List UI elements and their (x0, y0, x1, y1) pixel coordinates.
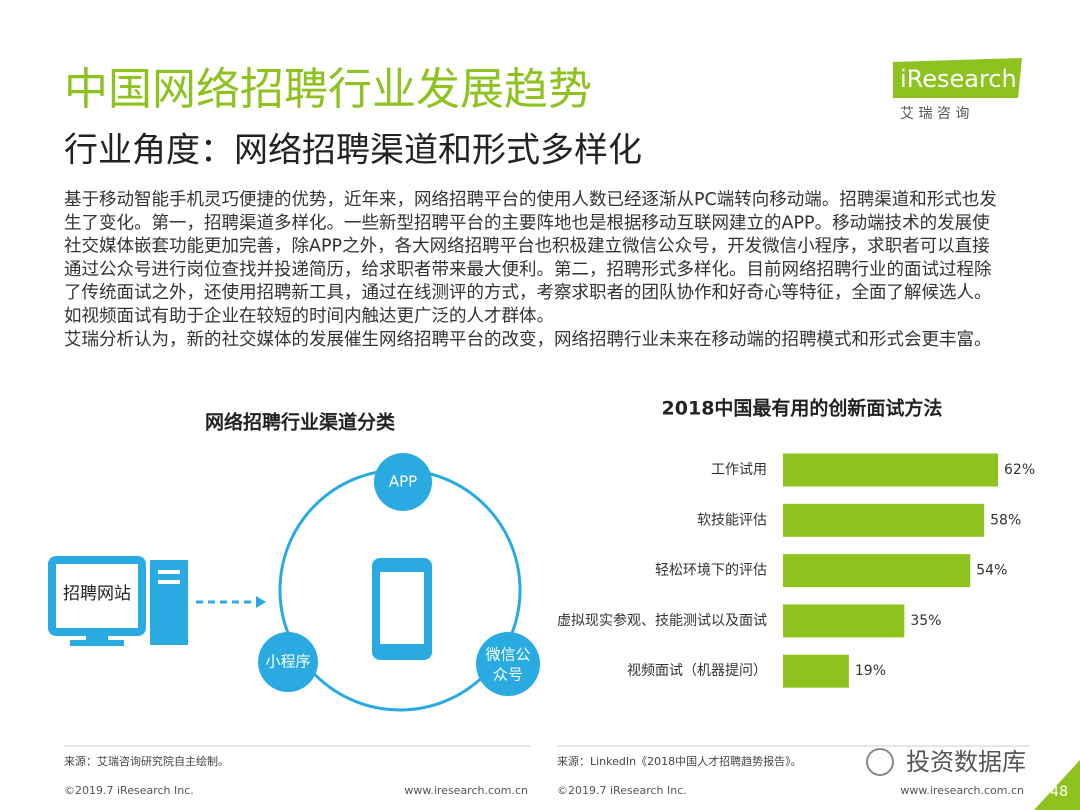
bar (783, 503, 985, 537)
source: 来源：LinkedIn《2018中国人才招聘趋势报告》。 (557, 754, 802, 768)
arrow-head (256, 596, 266, 608)
category-label: 虚拟现实参观、技能测试以及面试 (557, 612, 767, 629)
source: 来源：艾瑞咨询研究院自主绘制。 (64, 754, 229, 768)
diagram-title: 网络招聘行业渠道分类 (205, 411, 395, 434)
copyright: ©2019.7 iResearch Inc. (557, 784, 687, 797)
value-label: 62% (1004, 462, 1035, 478)
title: 中国网络招聘行业发展趋势 (64, 64, 592, 115)
node-label: 众号 (493, 666, 523, 684)
value-label: 54% (976, 563, 1007, 579)
node-label: 微信公 (485, 646, 530, 664)
tower-slot (158, 580, 180, 584)
phone-screen (380, 572, 424, 644)
logo-name: 艾 瑞 咨 询 (900, 106, 969, 122)
node (258, 632, 318, 692)
watermark: 投资数据库 (906, 748, 1026, 776)
chart-title: 2018中国最有用的创新面试方法 (662, 397, 943, 420)
tower-slot (158, 570, 180, 574)
category-label: 软技能评估 (697, 512, 767, 528)
url: www.iresearch.com.cn (404, 784, 528, 797)
node (476, 632, 540, 696)
body-line: 社交媒体嵌套功能更加完善，除APP之外，各大网络招聘平台也积极建立微信公众号，开… (64, 237, 990, 257)
page-corner (1034, 760, 1080, 810)
monitor-neck (86, 634, 108, 642)
bar-chart: 工作试用 62% 软技能评估 58% 轻松环境下的评估 54% 虚拟现实参观、技能测试以及面… (557, 453, 1035, 688)
bar (783, 453, 998, 487)
body-line: 通过公众号进行岗位查找并投递简历，给求职者带来最大便利。第二，招聘形式多样化。目… (64, 260, 992, 280)
tower (150, 560, 188, 645)
wechat-icon (866, 748, 894, 776)
node-label: APP (389, 473, 417, 491)
node (374, 453, 432, 511)
value-label: 19% (855, 663, 886, 679)
url: www.iresearch.com.cn (900, 784, 1024, 797)
body-line: 生了变化。第一，招聘渠道多样化。一些新型招聘平台的主要阵地也是根据移动互联网建立… (64, 212, 990, 233)
node-label: 小程序 (265, 653, 310, 671)
monitor-base (70, 640, 124, 646)
category-label: 轻松环境下的评估 (655, 563, 767, 579)
logo-brand: iResearch (900, 65, 1017, 93)
body-text: 基于移动智能手机灵巧便捷的优势，近年来，网络招聘平台的使用人数已经逐渐从PC端转… (64, 189, 997, 350)
bar (783, 654, 849, 688)
bar (783, 604, 905, 638)
copyright: ©2019.7 iResearch Inc. (64, 784, 194, 797)
page-number: 48 (1050, 784, 1068, 800)
body-line: 艾瑞分析认为，新的社交媒体的发展催生网络招聘平台的改变，网络招聘行业未来在移动端… (64, 330, 992, 350)
body-line: 基于移动智能手机灵巧便捷的优势，近年来，网络招聘平台的使用人数已经逐渐从PC端转… (64, 189, 997, 210)
website-label: 招聘网站 (63, 584, 131, 604)
category-label: 视频面试（机器提问） (627, 663, 767, 679)
body-line: 了传统面试之外，还使用招聘新工具，通过在线测评的方式，考察求职者的团队协作和好奇… (64, 282, 992, 303)
body-line: 如视频面试有助于企业在较短的时间内触达更广泛的人才群体。 (64, 307, 554, 327)
value-label: 58% (990, 512, 1021, 528)
bar (783, 554, 971, 588)
monitor (48, 556, 146, 636)
logo-bg (893, 58, 1022, 98)
category-label: 工作试用 (711, 462, 767, 478)
subtitle: 行业角度：网络招聘渠道和形式多样化 (64, 131, 642, 171)
value-label: 35% (910, 613, 941, 629)
